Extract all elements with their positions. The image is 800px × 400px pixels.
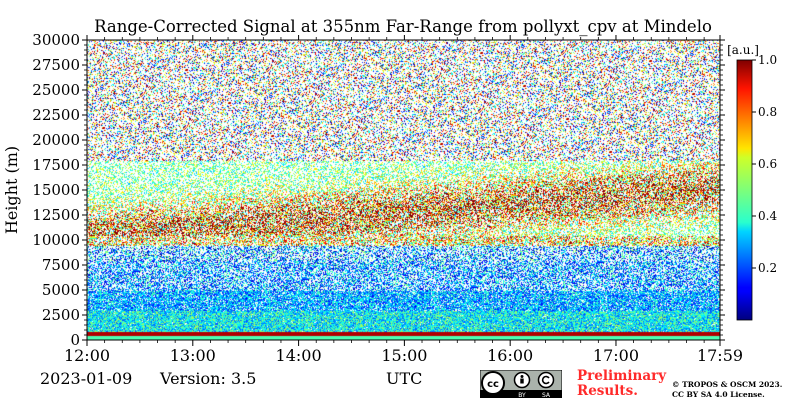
y-tick-label: 25000 — [32, 81, 80, 99]
heatmap-image — [87, 40, 720, 340]
x-tick-label: 17:00 — [593, 346, 639, 365]
copyright-notice: © TROPOS & OSCM 2023. CC BY SA 4.0 Licen… — [672, 380, 782, 400]
x-axis-label: UTC — [386, 369, 423, 388]
x-tick-label: 17:59 — [697, 346, 743, 365]
colorbar-ticks: 0.2 0.4 0.6 0.8 1.0 — [752, 53, 777, 275]
cc-icon-text: cc — [487, 379, 499, 390]
plot-area — [87, 40, 720, 340]
x-tick-label: 12:00 — [64, 346, 110, 365]
y-tick-label: 27500 — [32, 56, 80, 74]
y-tick-label: 22500 — [32, 106, 80, 124]
y-axis: 0 2500 5000 7500 10000 12500 15000 17500 20000 22… — [32, 31, 725, 349]
version-label: Version: 3.5 — [160, 369, 257, 388]
copyright-line-1: © TROPOS & OSCM 2023. — [672, 380, 783, 389]
colorbar — [737, 60, 752, 320]
x-axis: 12:00 13:00 14:00 15:00 16:00 17:00 17:59 — [64, 35, 743, 365]
chart-title: Range-Corrected Signal at 355nm Far-Rang… — [94, 17, 712, 36]
x-tick-label: 14:00 — [276, 346, 322, 365]
colorbar-label: [a.u.] — [727, 43, 759, 57]
x-tick-label: 16:00 — [487, 346, 533, 365]
colorbar-tick-label: 0.8 — [758, 105, 777, 119]
copyright-line-2: CC BY SA 4.0 License. — [672, 390, 765, 399]
colorbar-frame — [736, 59, 753, 321]
colorbar-tick-label: 0.4 — [758, 209, 777, 223]
y-tick-label: 17500 — [32, 156, 80, 174]
y-tick-label: 0 — [70, 331, 80, 349]
colorbar-tick-label: 1.0 — [758, 53, 777, 67]
y-tick-label: 20000 — [32, 131, 80, 149]
colorbar-tick-label: 0.6 — [758, 157, 777, 171]
y-tick-label: 12500 — [32, 206, 80, 224]
y-tick-label: 30000 — [32, 31, 80, 49]
cc-icon — [481, 371, 505, 395]
y-tick-label: 7500 — [42, 256, 80, 274]
y-tick-label: 5000 — [42, 281, 80, 299]
by-label: BY — [518, 392, 526, 398]
colorbar-tick-label: 0.2 — [758, 261, 777, 275]
y-tick-label: 2500 — [42, 306, 80, 324]
y-tick-label: 15000 — [32, 181, 80, 199]
y-tick-label: 10000 — [32, 231, 80, 249]
heatmap-layer — [87, 40, 720, 340]
preliminary-text: Preliminary Results. — [577, 368, 667, 399]
cc-by-sa-license-badge[interactable]: cc BY SA — [480, 370, 562, 398]
preliminary-results-label: Preliminary Results. — [577, 369, 669, 399]
x-tick-label: 13:00 — [170, 346, 216, 365]
y-axis-label: Height (m) — [2, 146, 21, 234]
date-label: 2023-01-09 — [40, 369, 133, 388]
sa-label: SA — [542, 392, 551, 398]
x-tick-label: 15:00 — [381, 346, 427, 365]
sa-icon — [537, 371, 555, 389]
